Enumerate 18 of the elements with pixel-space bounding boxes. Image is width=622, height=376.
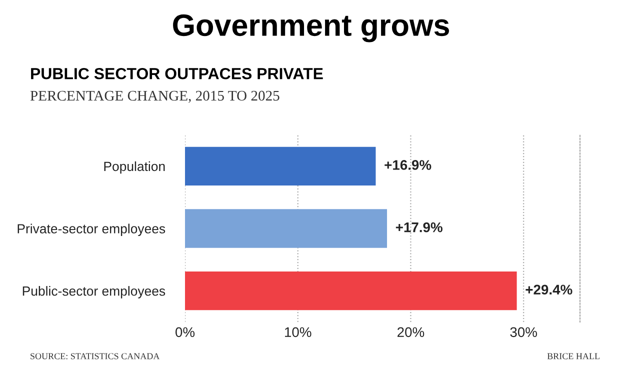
bar [185, 146, 376, 186]
data-label: +17.9% [396, 222, 442, 232]
x-tick-label: 0% [176, 327, 195, 338]
data-label: +16.9% [384, 160, 432, 170]
x-tick-label: 10% [285, 327, 312, 338]
bar [185, 272, 517, 310]
text: PERCENTAGE CHANGE, 2015 TO 2025 [30, 90, 280, 103]
data-label: +29.4% [526, 284, 572, 295]
y-tick-label: Population [104, 161, 165, 174]
y-tick-label: Public-sector employees [22, 286, 166, 298]
text: BRICE HALL [547, 353, 600, 360]
x-tick-label: 30% [510, 327, 537, 338]
bar [185, 209, 388, 248]
chart-subtitle: PUBLIC SECTOR OUTPACES PRIVATE [31, 68, 323, 80]
source-note: SOURCE: STATISTICS CANADA [30, 353, 160, 360]
chart-title: Government grows [173, 14, 449, 42]
x-tick-label: 20% [398, 327, 424, 338]
y-tick-label: Private-sector employees [18, 224, 166, 236]
